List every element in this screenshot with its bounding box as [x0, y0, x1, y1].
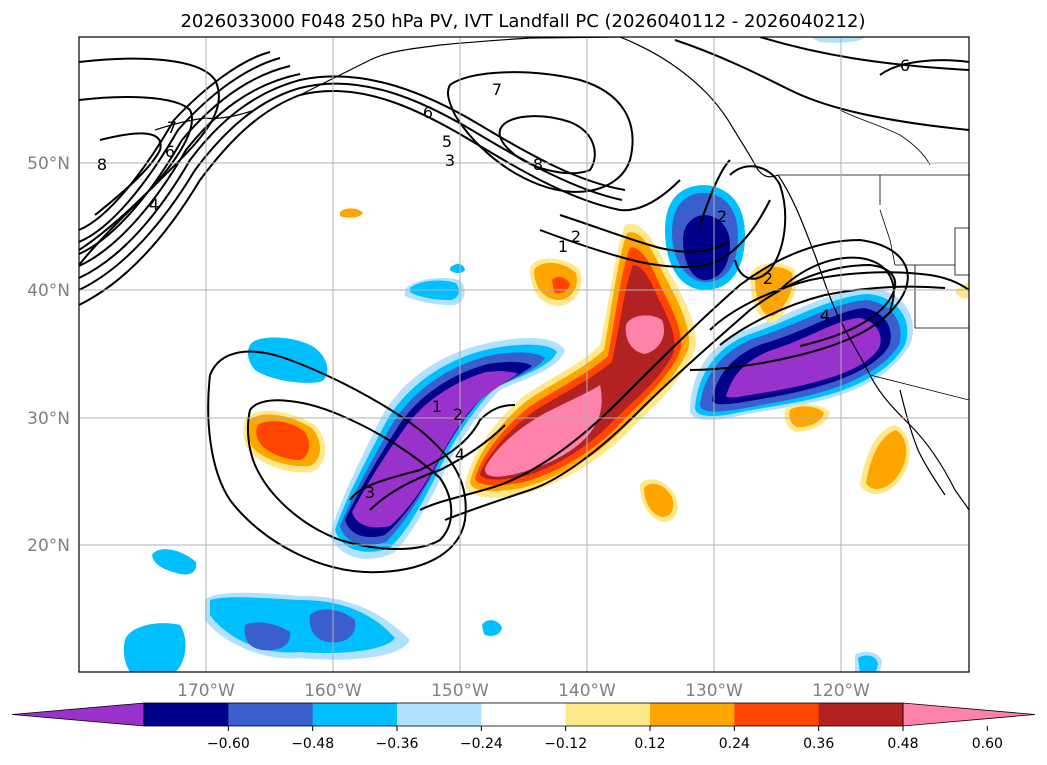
contour-label: 7 — [167, 118, 177, 137]
gridlines — [79, 37, 969, 672]
colorbar-tick-label: −0.48 — [291, 736, 334, 752]
lon-label: 160°W — [304, 681, 362, 701]
contour-label: 4 — [455, 445, 465, 464]
contour-label: 6 — [423, 103, 433, 122]
positive-ivt-shading — [243, 208, 969, 522]
lat-label: 30°N — [27, 409, 70, 429]
longitude-labels: 170°W 160°W 150°W 140°W 130°W 120°W — [177, 681, 870, 701]
coastlines — [154, 37, 969, 511]
colorbar-extension-high — [902, 702, 1036, 727]
colorbar-extension-low — [11, 702, 145, 727]
contour-label: 8 — [533, 155, 543, 174]
colorbar-segments — [11, 702, 1036, 727]
contour-label: 5 — [442, 132, 452, 151]
lat-label: 20°N — [27, 536, 70, 556]
colorbar-segment — [734, 703, 820, 726]
contour-label: 3 — [365, 483, 375, 502]
colorbar-tick-label: 0.24 — [719, 736, 750, 752]
colorbar-tick-label: 0.60 — [972, 736, 1003, 752]
colorbar: −0.60 −0.48 −0.36 −0.24 −0.12 0.12 0.24 0.36 0.4… — [11, 702, 1036, 752]
contour-labels: 8 6 7 4 6 5 3 2 1 7 8 2 6 2 4 1 2 4 3 — [97, 56, 910, 502]
lon-label: 150°W — [431, 681, 489, 701]
colorbar-segment — [397, 703, 482, 726]
colorbar-segment — [565, 703, 651, 726]
colorbar-tick-label: −0.24 — [460, 736, 503, 752]
colorbar-tick-label: 0.36 — [803, 736, 834, 752]
contour-label: 1 — [432, 397, 442, 416]
contour-label: 4 — [149, 195, 159, 214]
map-panel: 8 6 7 4 6 5 3 2 1 7 8 2 6 2 4 1 2 4 3 50… — [27, 36, 970, 701]
map-frame — [78, 36, 970, 673]
colorbar-tick-label: 0.48 — [887, 736, 918, 752]
colorbar-tick-label: −0.36 — [376, 736, 419, 752]
colorbar-segment — [144, 703, 229, 726]
pv-contours — [79, 37, 969, 574]
contour-label: 3 — [445, 151, 455, 170]
contour-label: 2 — [717, 207, 727, 226]
latitude-labels: 50°N 40°N 30°N 20°N — [27, 154, 70, 556]
colorbar-frame — [143, 702, 904, 727]
colorbar-segment — [650, 703, 735, 726]
lon-label: 170°W — [177, 681, 235, 701]
contour-label: 6 — [900, 56, 910, 75]
contour-label: 7 — [492, 80, 502, 99]
colorbar-tick-label: −0.60 — [207, 736, 250, 752]
colorbar-ticks: −0.60 −0.48 −0.36 −0.24 −0.12 0.12 0.24 0.36 0.4… — [207, 726, 1003, 752]
colorbar-segment — [312, 703, 398, 726]
lat-label: 50°N — [27, 154, 70, 174]
lon-label: 140°W — [558, 681, 616, 701]
map-title: 2026033000 F048 250 hPa PV, IVT Landfall… — [180, 11, 865, 32]
colorbar-tick-label: −0.12 — [544, 736, 587, 752]
contour-label: 2 — [763, 269, 773, 288]
colorbar-segment — [481, 703, 567, 726]
lat-label: 40°N — [27, 281, 70, 301]
colorbar-tick-label: 0.12 — [634, 736, 665, 752]
contour-label: 4 — [820, 306, 830, 325]
colorbar-segment — [228, 703, 314, 726]
lon-label: 120°W — [812, 681, 870, 701]
contour-label: 8 — [97, 155, 107, 174]
contour-label: 6 — [165, 142, 175, 161]
contour-label: 2 — [453, 405, 463, 424]
lon-label: 130°W — [685, 681, 743, 701]
contour-label: 2 — [571, 227, 581, 246]
contour-label: 1 — [558, 237, 568, 256]
colorbar-segment — [818, 703, 904, 726]
